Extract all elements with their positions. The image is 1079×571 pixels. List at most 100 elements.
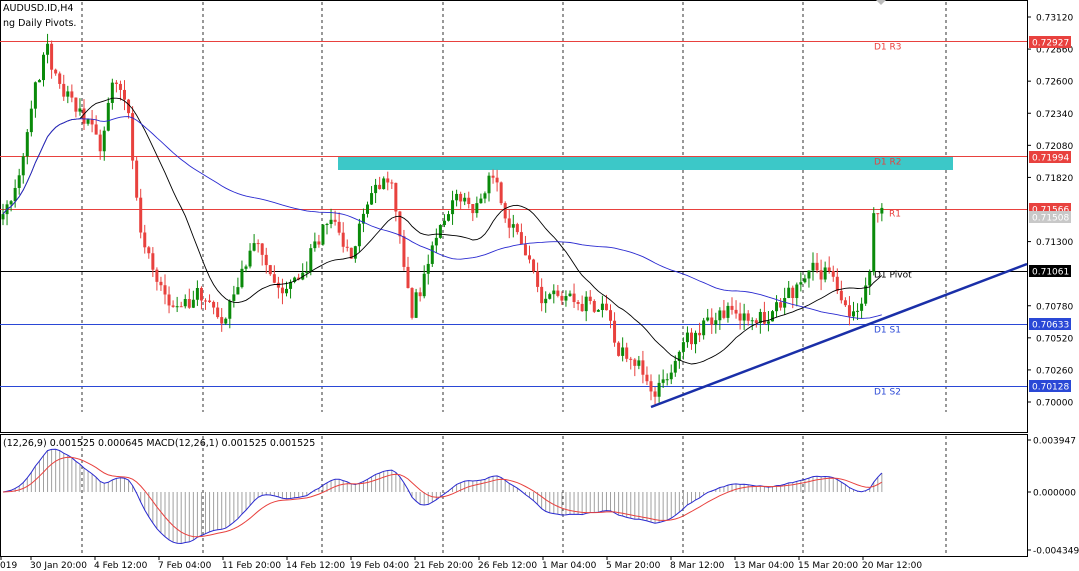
candle-body [592,300,596,312]
candle-body [665,379,669,381]
candle-body [102,130,106,152]
candle-body [58,73,62,84]
price-axis-label: 0.71300 [1036,238,1073,248]
candle-body [507,218,511,228]
candle-body [868,272,872,286]
candle-body [252,243,256,251]
candle-body [815,262,819,271]
candle-body [25,132,29,157]
candle-body [463,197,467,202]
candle-body [442,220,446,226]
candle-body [536,271,540,287]
price-axis-label: 0.72860 [1036,46,1073,56]
candle-body [329,219,333,224]
candle-body [831,271,835,277]
candle-body [212,301,216,308]
price-axis-label: 0.73120 [1036,14,1073,24]
candle-body [131,113,135,161]
price-badge [1029,151,1071,163]
candle-body [29,108,33,133]
candle-body [62,83,66,97]
candle-body [738,313,742,321]
candle-body [860,303,864,311]
candle-body [839,290,843,301]
candle-body [224,318,228,324]
candle-body [872,213,876,273]
candle-body [807,270,811,279]
candle-body [609,310,612,321]
candle-body [811,262,815,271]
candle-body [337,221,341,233]
candle-body [771,311,774,322]
candle-body [179,306,183,308]
candle-body [341,232,345,247]
candle-body [293,277,297,282]
candle-body [523,244,527,256]
candle-body [588,296,592,301]
candle-body [333,219,337,222]
candle-body [422,273,426,297]
candle-body [621,347,625,356]
candle-body [803,278,807,283]
candle-body [139,197,143,233]
candle-body [819,270,823,280]
candle-body [325,223,329,225]
candle-body [33,82,37,109]
candle-body [758,312,762,323]
price-axis-label: 0.70260 [1036,366,1073,376]
candle-body [843,300,847,306]
candle-body [418,292,422,297]
candle-body [762,312,766,324]
candle-body [175,306,179,308]
candle-body [633,359,637,366]
moving-average-slow [2,116,882,319]
price-axis-label: 0.70780 [1036,302,1073,312]
candle-body [669,372,673,380]
candle-body [511,224,515,228]
price-axis-label: 0.72080 [1036,142,1073,152]
candle-body [487,175,491,194]
candle-body [228,300,232,319]
candle-body [742,313,746,321]
candle-body [106,102,110,131]
candle-body [783,297,787,308]
price-badge-value: 0.71994 [1032,154,1069,164]
candle-body [754,320,758,323]
candle-body [78,108,82,112]
resistance-zone [338,157,953,170]
candle-body [143,232,147,248]
candle-body [183,299,187,307]
candle-body [382,178,386,190]
candle-body [787,287,791,298]
candle-body [746,313,750,321]
candle-body [447,214,450,221]
candle-body [475,203,479,214]
candle-body [86,119,90,124]
candle-body [1,214,5,220]
candle-body [17,175,21,188]
candle-body [187,299,191,308]
candle-body [414,292,418,318]
price-badge [1029,265,1071,277]
candle-body [641,360,645,375]
time-axis-label: 7 Feb 04:00 [158,561,212,571]
candle-body [268,265,272,275]
price-badge-value: 0.70128 [1032,383,1069,393]
candle-body [155,269,159,282]
candle-body [467,197,471,205]
moving-average-fast [2,97,883,365]
candle-body [50,43,54,70]
candle-body [681,342,685,352]
candle-body [191,299,195,308]
candle-body [398,211,402,237]
time-axis-label: 4 Feb 12:00 [94,561,148,571]
pivot-label: D1 R3 [874,43,902,53]
candle-body [260,243,264,255]
candle-body [321,224,325,245]
candle-body [430,245,434,264]
ascending-trendline[interactable] [650,262,1028,409]
candle-body [353,246,357,259]
candle-body [98,134,102,152]
candle-body [726,305,730,318]
